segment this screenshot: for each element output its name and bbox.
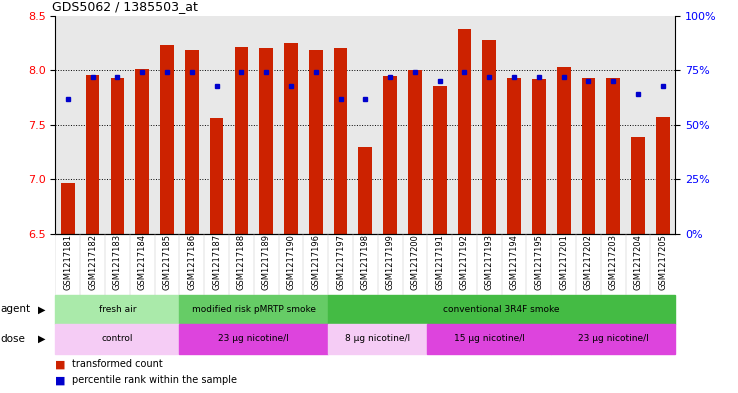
Text: control: control — [102, 334, 133, 343]
Text: fresh air: fresh air — [99, 305, 136, 314]
Text: GSM1217183: GSM1217183 — [113, 234, 122, 290]
Bar — [235, 47, 248, 234]
Text: GSM1217184: GSM1217184 — [138, 234, 147, 290]
Bar — [111, 78, 124, 234]
Text: GDS5062 / 1385503_at: GDS5062 / 1385503_at — [52, 0, 198, 13]
Text: modified risk pMRTP smoke: modified risk pMRTP smoke — [192, 305, 316, 314]
Text: GSM1217190: GSM1217190 — [286, 234, 295, 290]
Bar — [359, 147, 372, 234]
Bar — [55, 295, 179, 324]
Text: GSM1217202: GSM1217202 — [584, 234, 593, 290]
Bar — [210, 118, 224, 234]
Text: 8 μg nicotine/l: 8 μg nicotine/l — [345, 334, 410, 343]
Text: GSM1217192: GSM1217192 — [460, 234, 469, 290]
Bar — [551, 324, 675, 354]
Bar — [427, 324, 551, 354]
Text: GSM1217185: GSM1217185 — [162, 234, 171, 290]
Bar — [631, 137, 645, 234]
Text: transformed count: transformed count — [72, 359, 162, 369]
Text: GSM1217201: GSM1217201 — [559, 234, 568, 290]
Text: 15 μg nicotine/l: 15 μg nicotine/l — [454, 334, 525, 343]
Text: GSM1217204: GSM1217204 — [634, 234, 643, 290]
Bar — [179, 324, 328, 354]
Text: ▶: ▶ — [38, 334, 46, 344]
Text: GSM1217191: GSM1217191 — [435, 234, 444, 290]
Bar — [160, 45, 173, 234]
Text: GSM1217197: GSM1217197 — [336, 234, 345, 290]
Text: GSM1217196: GSM1217196 — [311, 234, 320, 290]
Bar — [483, 40, 496, 234]
Bar — [185, 50, 199, 234]
Bar — [328, 324, 427, 354]
Text: 23 μg nicotine/l: 23 μg nicotine/l — [218, 334, 289, 343]
Text: GSM1217186: GSM1217186 — [187, 234, 196, 290]
Text: GSM1217205: GSM1217205 — [658, 234, 667, 290]
Text: GSM1217195: GSM1217195 — [534, 234, 543, 290]
Text: agent: agent — [1, 305, 31, 314]
Text: dose: dose — [1, 334, 26, 344]
Bar — [458, 29, 472, 234]
Text: conventional 3R4F smoke: conventional 3R4F smoke — [444, 305, 560, 314]
Text: 23 μg nicotine/l: 23 μg nicotine/l — [578, 334, 649, 343]
Bar — [334, 48, 348, 234]
Bar — [607, 78, 620, 234]
Bar — [284, 43, 297, 234]
Bar — [55, 324, 179, 354]
Text: GSM1217181: GSM1217181 — [63, 234, 72, 290]
Text: ▶: ▶ — [38, 305, 46, 314]
Bar — [557, 67, 570, 234]
Text: GSM1217189: GSM1217189 — [262, 234, 271, 290]
Text: GSM1217199: GSM1217199 — [386, 234, 395, 290]
Text: GSM1217203: GSM1217203 — [609, 234, 618, 290]
Bar — [328, 295, 675, 324]
Bar — [408, 70, 421, 234]
Text: GSM1217200: GSM1217200 — [410, 234, 419, 290]
Bar — [433, 86, 446, 234]
Bar — [383, 76, 397, 234]
Text: GSM1217182: GSM1217182 — [88, 234, 97, 290]
Bar — [61, 183, 75, 234]
Bar — [179, 295, 328, 324]
Text: ■: ■ — [55, 375, 66, 385]
Bar — [507, 78, 521, 234]
Text: GSM1217198: GSM1217198 — [361, 234, 370, 290]
Text: GSM1217187: GSM1217187 — [212, 234, 221, 290]
Text: percentile rank within the sample: percentile rank within the sample — [72, 375, 237, 385]
Bar — [259, 48, 273, 234]
Bar — [532, 79, 545, 234]
Bar — [309, 50, 323, 234]
Text: ■: ■ — [55, 359, 66, 369]
Bar — [656, 117, 669, 234]
Text: GSM1217193: GSM1217193 — [485, 234, 494, 290]
Text: GSM1217188: GSM1217188 — [237, 234, 246, 290]
Bar — [582, 78, 596, 234]
Bar — [135, 69, 149, 234]
Text: GSM1217194: GSM1217194 — [510, 234, 519, 290]
Bar — [86, 75, 100, 234]
